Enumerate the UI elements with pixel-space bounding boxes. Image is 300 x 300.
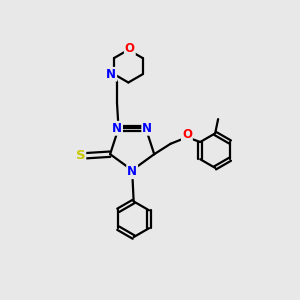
Text: O: O <box>125 42 135 55</box>
Text: O: O <box>182 128 192 141</box>
Text: N: N <box>106 68 116 81</box>
Text: N: N <box>142 122 152 135</box>
Text: N: N <box>112 122 122 135</box>
Text: S: S <box>76 149 85 162</box>
Text: N: N <box>127 165 137 178</box>
